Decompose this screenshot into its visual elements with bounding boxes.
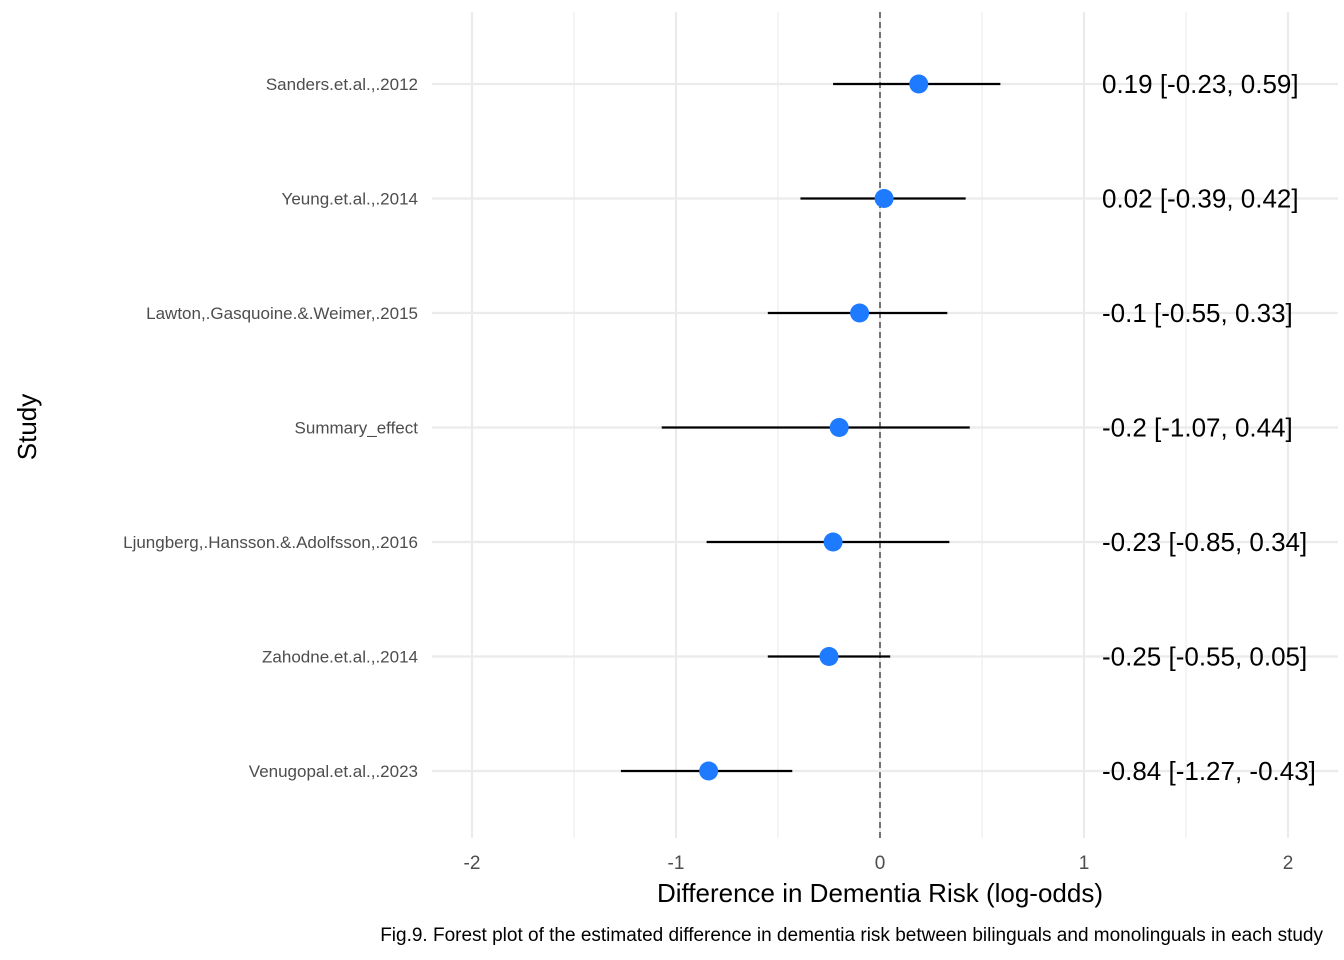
study-label: Venugopal.et.al.,.2023	[249, 762, 418, 781]
estimate-ci-label: 0.02 [-0.39, 0.42]	[1102, 184, 1299, 214]
study-label: Zahodne.et.al.,.2014	[262, 648, 418, 667]
estimate-ci-label: -0.23 [-0.85, 0.34]	[1102, 527, 1307, 557]
x-tick-label: 1	[1079, 853, 1090, 874]
estimate-ci-label: 0.19 [-0.23, 0.59]	[1102, 69, 1299, 99]
point-estimate	[829, 418, 849, 437]
study-label: Summary_effect	[295, 419, 419, 438]
figure-caption: Fig.9. Forest plot of the estimated diff…	[380, 925, 1323, 946]
estimate-ci-label: -0.25 [-0.55, 0.05]	[1102, 642, 1307, 672]
estimate-ci-label: -0.1 [-0.55, 0.33]	[1102, 298, 1293, 328]
x-axis-ticks: -2 -1 0 1 2	[464, 853, 1294, 874]
x-tick-label: -1	[668, 853, 685, 874]
study-row: Yeung.et.al.,.2014 0.02 [-0.39, 0.42]	[282, 184, 1338, 214]
study-row: Lawton,.Gasquoine.&.Weimer,.2015 -0.1 [-0…	[146, 298, 1338, 328]
estimate-ci-label: -0.84 [-1.27, -0.43]	[1102, 756, 1316, 786]
point-estimate	[819, 647, 839, 666]
study-label: Lawton,.Gasquoine.&.Weimer,.2015	[146, 304, 418, 323]
point-estimate	[850, 303, 870, 323]
x-tick-label: -2	[464, 853, 481, 874]
study-rows: Sanders.et.al.,.2012 0.19 [-0.23, 0.59] Ye…	[123, 69, 1338, 786]
study-row: Ljungberg,.Hansson.&.Adolfsson,.2016 -0.2…	[123, 527, 1338, 557]
x-tick-label: 0	[875, 853, 886, 874]
study-row: Summary_effect -0.2 [-1.07, 0.44]	[295, 413, 1338, 443]
estimate-ci-label: -0.2 [-1.07, 0.44]	[1102, 413, 1293, 443]
point-estimate	[909, 74, 929, 94]
x-tick-label: 2	[1283, 853, 1294, 874]
x-axis-title: Difference in Dementia Risk (log-odds)	[657, 878, 1103, 908]
point-estimate	[699, 761, 719, 781]
study-row: Venugopal.et.al.,.2023 -0.84 [-1.27, -0.4…	[249, 756, 1338, 786]
study-label: Yeung.et.al.,.2014	[282, 190, 418, 209]
point-estimate	[823, 532, 843, 552]
study-row: Sanders.et.al.,.2012 0.19 [-0.23, 0.59]	[266, 69, 1338, 99]
study-row: Zahodne.et.al.,.2014 -0.25 [-0.55, 0.05]	[262, 642, 1338, 672]
study-label: Ljungberg,.Hansson.&.Adolfsson,.2016	[123, 533, 418, 552]
study-label: Sanders.et.al.,.2012	[266, 75, 418, 94]
y-axis-title: Study	[12, 394, 42, 461]
point-estimate	[874, 189, 894, 208]
